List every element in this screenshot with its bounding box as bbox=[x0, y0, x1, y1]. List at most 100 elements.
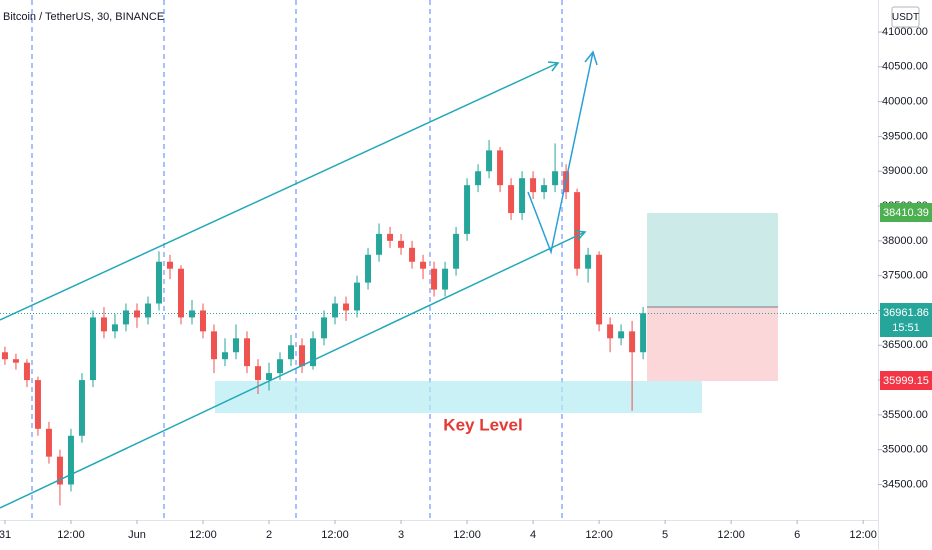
candle-body bbox=[299, 345, 306, 367]
x-tick-label: 12:00 bbox=[585, 529, 613, 541]
stop-zone bbox=[647, 307, 778, 381]
target-label: 38410.39 bbox=[883, 207, 929, 219]
candle-body bbox=[464, 185, 471, 234]
candle-body bbox=[332, 303, 339, 318]
y-tick-label: 36500.00 bbox=[882, 339, 928, 351]
y-tick-label: 41000.00 bbox=[882, 26, 928, 38]
candle-body bbox=[67, 435, 74, 485]
currency-box[interactable] bbox=[891, 6, 920, 28]
candle-body bbox=[45, 428, 52, 457]
countdown: 15:51 bbox=[892, 322, 920, 334]
candle-body bbox=[541, 185, 548, 193]
y-tick-label: 37500.00 bbox=[882, 270, 928, 282]
y-tick-label: 40500.00 bbox=[882, 61, 928, 73]
y-tick-label: 38000.00 bbox=[882, 235, 928, 247]
candle-body bbox=[177, 268, 184, 318]
target-label-bg bbox=[880, 203, 932, 222]
arrow-head bbox=[547, 61, 560, 72]
candle-body bbox=[618, 331, 625, 339]
candle-body bbox=[1, 352, 8, 360]
candle-body bbox=[12, 359, 19, 363]
candle-body bbox=[343, 303, 350, 311]
candle-body bbox=[255, 366, 262, 381]
candle-body bbox=[475, 171, 482, 186]
x-tick-label: Jun bbox=[128, 529, 146, 541]
chart-title: Bitcoin / TetherUS, 30, BINANCE bbox=[3, 11, 164, 23]
y-tick-label: 35500.00 bbox=[882, 409, 928, 421]
x-tick-label: 6 bbox=[794, 529, 800, 541]
x-tick-label: 2 bbox=[266, 529, 272, 541]
candle-body bbox=[288, 345, 295, 360]
x-tick-label: 12:00 bbox=[189, 529, 217, 541]
key-level-zone bbox=[215, 381, 702, 413]
candle-body bbox=[453, 233, 460, 269]
channel-upper bbox=[0, 62, 559, 321]
candle-body bbox=[354, 282, 361, 311]
candle-body bbox=[222, 352, 229, 360]
projection-path bbox=[527, 51, 594, 255]
candle-body bbox=[23, 362, 30, 381]
candle-body bbox=[552, 171, 559, 186]
candle-body bbox=[133, 310, 140, 318]
candle-body bbox=[199, 310, 206, 332]
arrow-head bbox=[584, 50, 598, 66]
x-tick-label: 12:00 bbox=[717, 529, 745, 541]
candle-body bbox=[166, 261, 173, 269]
annotation: Key Level bbox=[443, 415, 522, 434]
currency: USDT bbox=[892, 12, 919, 23]
x-tick-label: 12:00 bbox=[453, 529, 481, 541]
candle-body bbox=[629, 331, 636, 353]
candle-body bbox=[387, 233, 394, 241]
candle-body bbox=[78, 380, 85, 436]
x-tick-label: 4 bbox=[530, 529, 536, 541]
candle-body bbox=[585, 254, 592, 269]
x-tick-label: 5 bbox=[662, 529, 668, 541]
x-tick-label: 12:00 bbox=[849, 529, 877, 541]
candle-body bbox=[266, 373, 273, 381]
candle-body bbox=[144, 303, 151, 318]
candle-body bbox=[607, 324, 614, 339]
candle-body bbox=[155, 261, 162, 304]
candle-body bbox=[233, 338, 240, 353]
x-tick-label: 12:00 bbox=[57, 529, 85, 541]
vertical-dashes bbox=[31, 0, 563, 520]
candle-body bbox=[497, 150, 504, 186]
candle-body bbox=[574, 192, 581, 269]
candle-body bbox=[409, 247, 416, 262]
x-tick-label: 12:00 bbox=[321, 529, 349, 541]
candle-body bbox=[431, 268, 438, 290]
y-tick-label: 40000.00 bbox=[882, 96, 928, 108]
candle-body bbox=[530, 178, 537, 193]
y-tick-label: 35000.00 bbox=[882, 444, 928, 456]
candle-body bbox=[244, 338, 251, 367]
y-tick-label: 39000.00 bbox=[882, 165, 928, 177]
candle-body bbox=[596, 254, 603, 325]
candle-body bbox=[56, 456, 63, 485]
stop-label: 35999.15 bbox=[883, 375, 929, 387]
candle-body bbox=[310, 338, 317, 367]
candle-body bbox=[34, 380, 41, 429]
current-label-bg bbox=[880, 303, 932, 337]
drawings bbox=[0, 50, 598, 509]
candle-body bbox=[277, 359, 284, 374]
y-tick-label: 34500.00 bbox=[882, 478, 928, 490]
x-tick-label: 3 bbox=[398, 529, 404, 541]
candle-body bbox=[486, 150, 493, 172]
candle-body bbox=[376, 233, 383, 255]
candle-body bbox=[508, 185, 515, 214]
current-label: 36961.86 bbox=[883, 307, 929, 319]
target-zone bbox=[647, 213, 778, 307]
stop-label-bg bbox=[880, 371, 932, 390]
candle-body bbox=[321, 317, 328, 339]
candle-body bbox=[420, 261, 427, 269]
candle-body bbox=[122, 310, 129, 325]
candle-body bbox=[365, 254, 372, 283]
candle-body bbox=[442, 268, 449, 290]
candle-body bbox=[398, 240, 405, 248]
candle-body bbox=[100, 317, 107, 332]
candle-body bbox=[519, 178, 526, 214]
channel-lower bbox=[0, 231, 586, 509]
candle-body bbox=[640, 313, 647, 353]
